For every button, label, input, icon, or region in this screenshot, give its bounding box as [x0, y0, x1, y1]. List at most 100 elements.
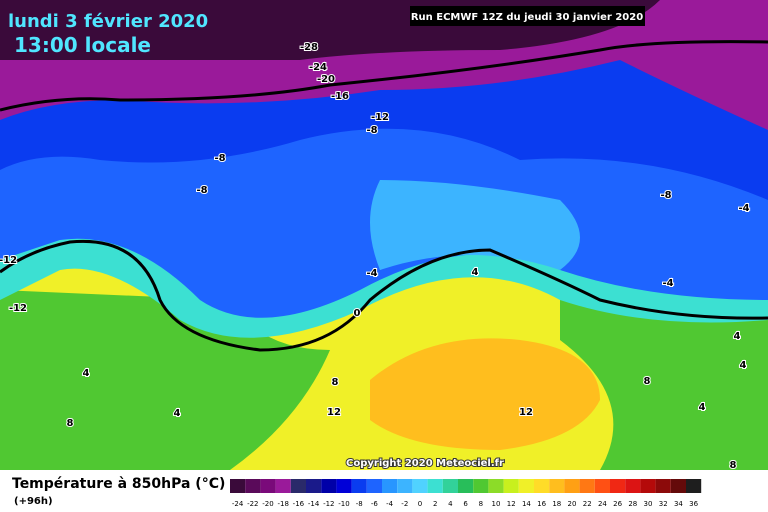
legend-label: 10 — [492, 500, 501, 508]
legend-label: 18 — [552, 500, 561, 508]
contour-labels: -28 -24 -20 -16 -12 -8 -8 -8 -8 -4 -12 -… — [0, 41, 751, 472]
legend-swatch — [442, 479, 458, 493]
contour-label: 8 — [332, 377, 339, 388]
contour-label: 4 — [734, 331, 741, 342]
legend-label: 30 — [644, 500, 653, 508]
contour-label: -8 — [196, 185, 207, 196]
legend-label: 28 — [628, 500, 637, 508]
color-legend: -24 -22 -20 -18 -16 -14 -12 -10 -8 -6 -4 -2 0 2 4 6 8 10 1… — [230, 479, 702, 508]
contour-label: -8 — [366, 125, 377, 136]
run-info: Run ECMWF 12Z du jeudi 30 janvier 2020 — [411, 12, 643, 23]
legend-swatch — [351, 479, 367, 493]
contour-label: -28 — [300, 42, 318, 53]
contour-label: 8 — [644, 376, 651, 387]
legend-label: -2 — [401, 500, 408, 508]
legend-swatch — [382, 479, 398, 493]
legend-swatch — [412, 479, 428, 493]
legend-swatch — [306, 479, 322, 493]
contour-label: -20 — [317, 74, 335, 85]
legend-swatch — [594, 479, 610, 493]
contour-label: 4 — [740, 360, 747, 371]
contour-label: 12 — [519, 407, 533, 418]
legend-label: 20 — [568, 500, 577, 508]
legend-swatch — [230, 479, 246, 493]
legend-swatch — [518, 479, 534, 493]
legend-label: -16 — [293, 500, 305, 508]
legend-label: 34 — [674, 500, 683, 508]
legend-swatch — [625, 479, 641, 493]
legend-label: -22 — [247, 500, 258, 508]
legend-label: 8 — [479, 500, 483, 508]
legend-label: 12 — [507, 500, 516, 508]
legend-swatch — [427, 479, 443, 493]
legend-label: 14 — [522, 500, 531, 508]
legend-swatch — [336, 479, 352, 493]
legend-label: -8 — [356, 500, 363, 508]
legend-swatch — [245, 479, 261, 493]
legend-swatch — [397, 479, 413, 493]
legend-swatch — [321, 479, 337, 493]
legend-swatch — [458, 479, 474, 493]
legend-label: 0 — [418, 500, 422, 508]
run-box — [410, 6, 645, 26]
legend-label: -18 — [277, 500, 288, 508]
contour-label: 4 — [83, 368, 90, 379]
contour-label: -12 — [0, 255, 17, 266]
map-background — [0, 0, 768, 470]
legend-label: -10 — [338, 500, 349, 508]
legend-swatch — [655, 479, 671, 493]
legend-label: 24 — [598, 500, 607, 508]
legend-swatch — [260, 479, 276, 493]
legend-label: -20 — [262, 500, 273, 508]
contour-label: 8 — [730, 460, 737, 471]
legend-label: 22 — [583, 500, 592, 508]
time-title: 13:00 locale — [14, 33, 151, 57]
legend-swatch — [473, 479, 489, 493]
contour-label: -4 — [738, 203, 749, 214]
legend-swatch — [534, 479, 550, 493]
legend-label: 2 — [433, 500, 437, 508]
legend-label: -12 — [323, 500, 334, 508]
date-title: lundi 3 février 2020 — [8, 11, 208, 32]
contour-label: 12 — [327, 407, 341, 418]
legend-label: 6 — [463, 500, 468, 508]
legend-label: -14 — [308, 500, 320, 508]
legend-swatch — [686, 479, 702, 493]
contour-label: 4 — [472, 267, 479, 278]
legend-swatch — [488, 479, 504, 493]
contour-label: 4 — [699, 402, 706, 413]
legend-swatch — [366, 479, 382, 493]
legend-swatch — [503, 479, 519, 493]
legend-label: 26 — [613, 500, 622, 508]
legend-label: -24 — [232, 500, 244, 508]
legend-label: 4 — [448, 500, 453, 508]
legend-swatch — [579, 479, 595, 493]
contour-label: 4 — [174, 408, 181, 419]
legend-label: -6 — [371, 500, 379, 508]
contour-label: -16 — [331, 91, 349, 102]
legend-label: 16 — [537, 500, 546, 508]
contour-label: -8 — [214, 153, 225, 164]
contour-label: -24 — [309, 62, 327, 73]
footer-title: Température à 850hPa (°C) — [12, 476, 225, 492]
legend-swatch — [564, 479, 580, 493]
contour-label: -4 — [366, 268, 377, 279]
contour-label: -12 — [371, 112, 389, 123]
copyright: Copyright 2020 Meteociel.fr — [346, 458, 504, 469]
legend-swatch — [275, 479, 291, 493]
legend-label: -4 — [386, 500, 394, 508]
contour-label: 0 — [354, 308, 361, 319]
contour-label: 8 — [67, 418, 74, 429]
contour-label: -8 — [660, 190, 671, 201]
legend-swatch — [610, 479, 626, 493]
legend-swatch — [670, 479, 686, 493]
legend-swatch — [640, 479, 656, 493]
legend-label: 36 — [689, 500, 698, 508]
footer-lead: (+96h) — [14, 496, 53, 507]
legend-label: 32 — [659, 500, 668, 508]
legend-swatch — [549, 479, 565, 493]
contour-label: -4 — [662, 278, 673, 289]
legend-swatch — [290, 479, 306, 493]
